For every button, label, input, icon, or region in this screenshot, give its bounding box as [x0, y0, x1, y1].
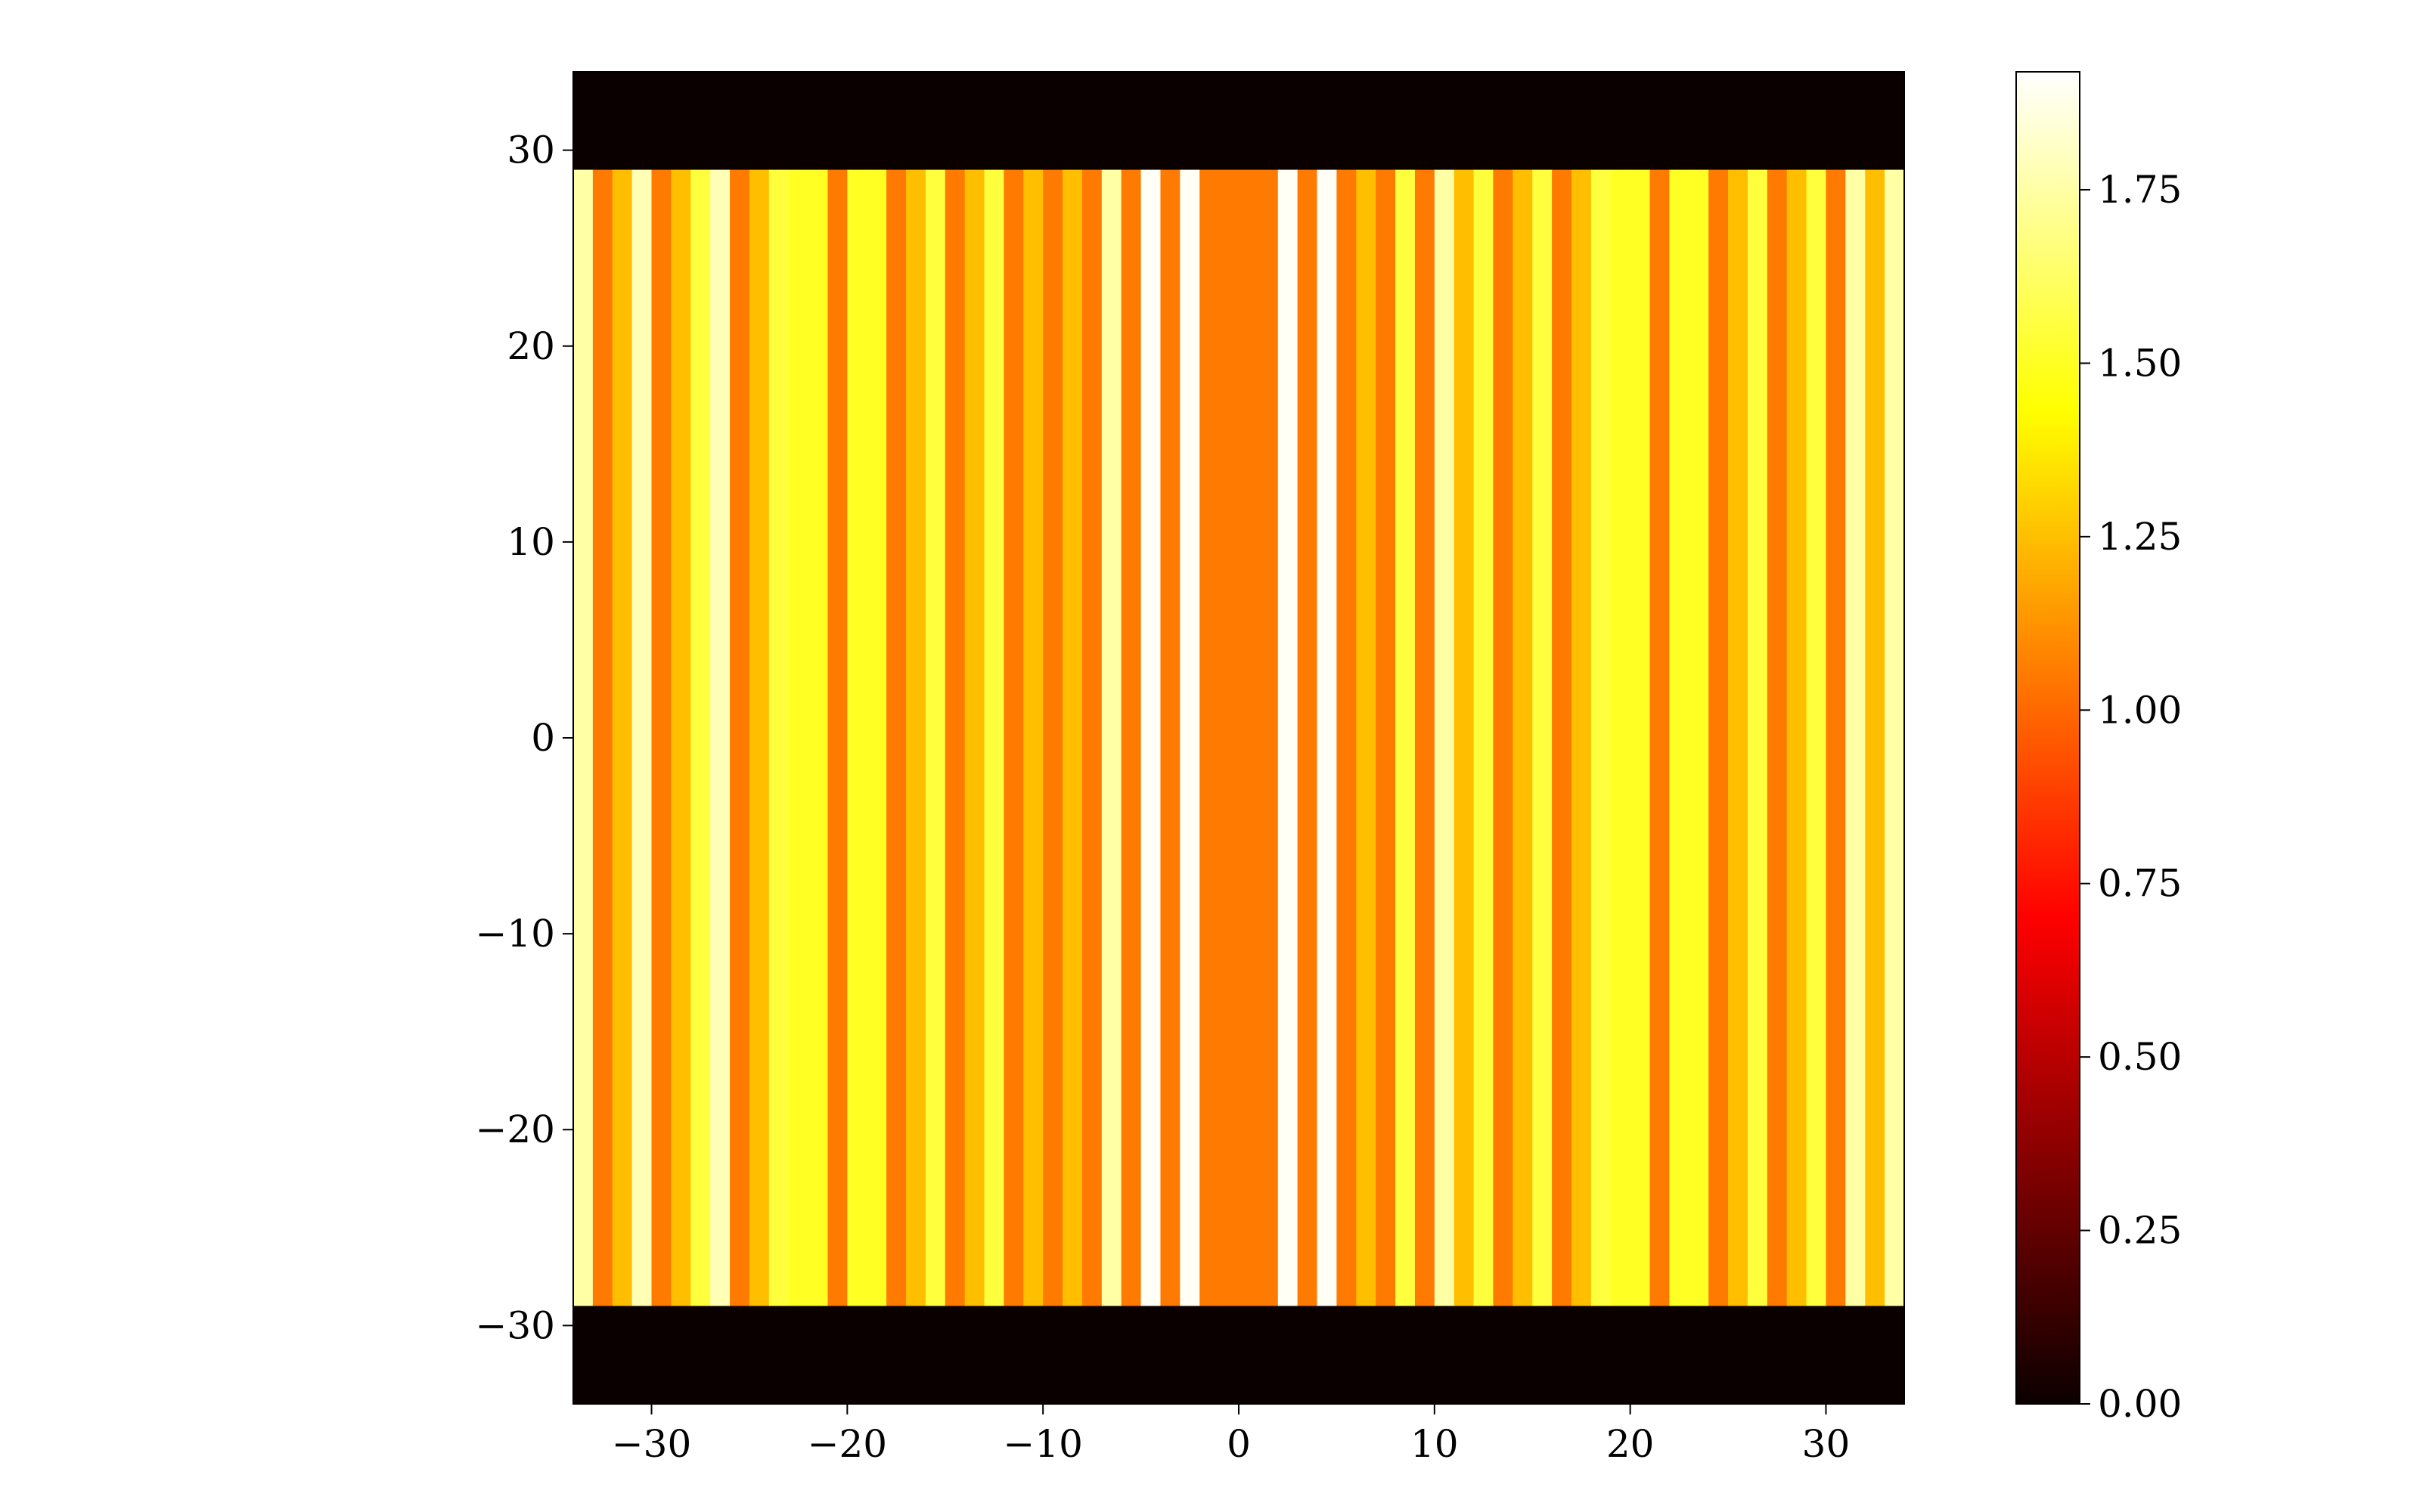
heatmap-column [1532, 169, 1553, 1306]
heatmap-column [612, 169, 633, 1306]
heatmap-column [573, 169, 594, 1306]
heatmap-column [710, 169, 731, 1306]
x-axis: −30 −20 −10 0 10 20 30 [612, 1404, 1851, 1466]
colorbar-tick-label: 1.25 [2098, 515, 2182, 559]
y-tick-label: 0 [531, 716, 555, 760]
y-tick-label: −20 [475, 1108, 555, 1151]
heatmap-column [1845, 169, 1866, 1306]
heatmap-column [1219, 169, 1239, 1306]
y-tick-label: 20 [507, 324, 555, 368]
colorbar-tick-label: 1.50 [2098, 341, 2182, 385]
heatmap-column [1376, 169, 1396, 1306]
heatmap-column [1395, 169, 1416, 1306]
heatmap-column [1414, 169, 1435, 1306]
heatmap-column [592, 169, 613, 1306]
y-tick-label: −10 [475, 912, 555, 956]
x-tick-label: −30 [612, 1422, 692, 1466]
heatmap-column [906, 169, 926, 1306]
heatmap-column [1297, 169, 1318, 1306]
colorbar-tick-label: 0.25 [2098, 1209, 2182, 1253]
heatmap-column [1571, 169, 1592, 1306]
heatmap-column [1708, 169, 1729, 1306]
heatmap-column [1806, 169, 1827, 1306]
y-axis: 30 20 10 0 −10 −20 −30 [475, 129, 573, 1347]
heatmap-column [788, 169, 809, 1306]
heatmap-column [1199, 169, 1220, 1306]
colorbar-tick-label: 0.50 [2098, 1035, 2182, 1079]
heatmap-column [1454, 169, 1475, 1306]
heatmap-column [1160, 169, 1181, 1306]
heatmap-column [671, 169, 691, 1306]
heatmap-column [867, 169, 887, 1306]
heatmap-column [1356, 169, 1376, 1306]
heatmap-column [1004, 169, 1024, 1306]
heatmap-column [1121, 169, 1142, 1306]
heatmap-column [1081, 169, 1103, 1306]
x-tick-label: 10 [1410, 1422, 1459, 1466]
heatmap-column [1669, 169, 1689, 1306]
heatmap-column [1180, 169, 1200, 1306]
heatmap-column [1493, 169, 1513, 1306]
heatmap-column [1101, 169, 1122, 1306]
heatmap-column [1630, 169, 1651, 1306]
heatmap-column [768, 169, 790, 1306]
x-tick-label: 30 [1802, 1422, 1851, 1466]
heatmap-column [1767, 169, 1788, 1306]
heatmap-column [827, 169, 848, 1306]
heatmap-column [1865, 169, 1885, 1306]
heatmap-column [1277, 169, 1298, 1306]
heatmap-column [1140, 169, 1162, 1306]
x-tick-label: 0 [1227, 1422, 1251, 1466]
heatmap-column [1728, 169, 1748, 1306]
heatmap-column [808, 169, 829, 1306]
heatmap-column [631, 169, 653, 1306]
heatmap-column [1747, 169, 1768, 1306]
heatmap-column [1434, 169, 1455, 1306]
heatmap-column [1239, 169, 1259, 1306]
heatmap-column [886, 169, 907, 1306]
colorbar-tick-label: 1.00 [2098, 688, 2182, 732]
heatmap-column [1786, 169, 1807, 1306]
heatmap-column [925, 169, 946, 1306]
heatmap-column [651, 169, 672, 1306]
x-tick-label: −10 [1003, 1422, 1083, 1466]
heatmap-column [749, 169, 770, 1306]
plot-area [572, 71, 1905, 1405]
heatmap-column [1826, 169, 1846, 1306]
heatmap-column [847, 169, 867, 1306]
heatmap-column [1885, 169, 1905, 1306]
heatmap-column [1512, 169, 1533, 1306]
y-tick-label: 30 [507, 129, 555, 172]
heatmap-column [1610, 169, 1631, 1306]
x-tick-label: 20 [1606, 1422, 1655, 1466]
heatmap-column [1689, 169, 1709, 1306]
colorbar-gradient [2016, 72, 2080, 1404]
heatmap-column [1063, 169, 1083, 1306]
x-tick-label: −20 [808, 1422, 888, 1466]
colorbar-tick-label: 0.00 [2098, 1382, 2182, 1426]
y-tick-label: 10 [507, 520, 555, 564]
heatmap-column [1590, 169, 1612, 1306]
colorbar-tick-label: 0.75 [2098, 862, 2182, 906]
heatmap-column [690, 169, 711, 1306]
colorbar-frame [2015, 71, 2080, 1405]
heatmap-column [1649, 169, 1671, 1306]
heatmap-column [1043, 169, 1063, 1306]
heatmap-column [1317, 169, 1338, 1306]
heatmap-column [984, 169, 1005, 1306]
heatmap-column [1258, 169, 1279, 1306]
colorbar: 0.00 0.25 0.50 0.75 1.00 1.25 1.50 1.75 [2015, 71, 2182, 1426]
heatmap-column [945, 169, 966, 1306]
heatmap-column [730, 169, 750, 1306]
heatmap-column [1552, 169, 1572, 1306]
y-tick-label: −30 [475, 1303, 555, 1347]
colorbar-tick-label: 1.75 [2098, 168, 2182, 212]
heatmap-column [1473, 169, 1494, 1306]
heatmap-column [1336, 169, 1357, 1306]
heatmap-column [964, 169, 985, 1306]
heatmap-column [1023, 169, 1044, 1306]
